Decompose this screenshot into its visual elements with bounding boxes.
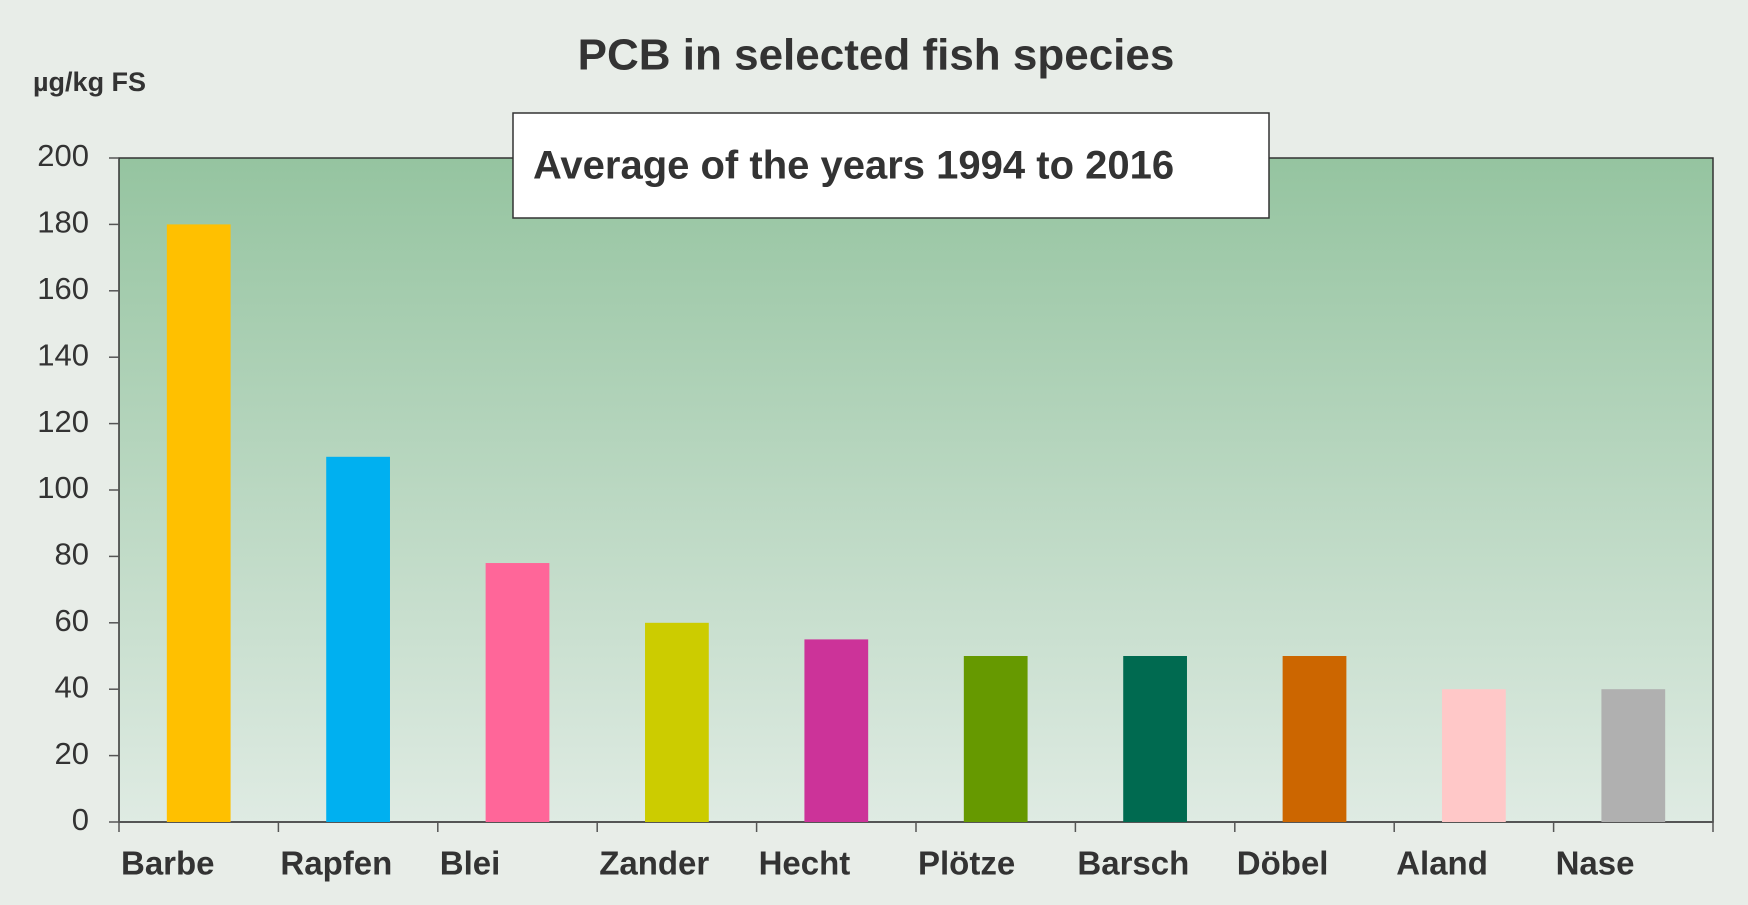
y-tick-label: 40: [55, 669, 89, 704]
y-tick-label: 200: [37, 138, 89, 173]
bar: [1123, 656, 1187, 822]
y-tick-label: 160: [37, 271, 89, 306]
x-tick-label: Aland: [1396, 845, 1488, 882]
x-tick-label: Zander: [599, 845, 709, 882]
y-tick-label: 120: [37, 404, 89, 439]
y-tick-label: 0: [72, 802, 89, 837]
x-tick-label: Barbe: [121, 845, 215, 882]
x-tick-label: Nase: [1556, 845, 1635, 882]
bar: [166, 224, 231, 822]
bar: [804, 639, 869, 822]
y-tick-label: 180: [37, 205, 89, 240]
bar: [963, 656, 1028, 822]
bar: [1601, 689, 1666, 822]
bar: [326, 456, 390, 822]
y-tick-label: 60: [55, 603, 89, 638]
y-tick-label: 140: [37, 337, 89, 372]
x-tick-label: Plötze: [918, 845, 1015, 882]
y-tick-label: 20: [55, 736, 89, 771]
annotation-box: [512, 112, 1270, 219]
x-tick-label: Barsch: [1077, 845, 1189, 882]
annotation: Average of the years 1994 to 2016: [533, 144, 1174, 188]
x-tick-label: Rapfen: [280, 845, 392, 882]
y-axis-label: µg/kg FS: [33, 67, 146, 97]
chart-title: PCB in selected fish species: [578, 31, 1175, 80]
bar: [485, 563, 550, 822]
bar: [1442, 689, 1506, 822]
bar: [645, 622, 709, 822]
x-tick-label: Hecht: [759, 845, 851, 882]
y-tick-label: 100: [37, 470, 89, 505]
x-tick-label: Döbel: [1237, 845, 1329, 882]
x-tick-label: Blei: [440, 845, 501, 882]
y-tick-label: 80: [55, 537, 89, 572]
bar: [1282, 656, 1347, 822]
